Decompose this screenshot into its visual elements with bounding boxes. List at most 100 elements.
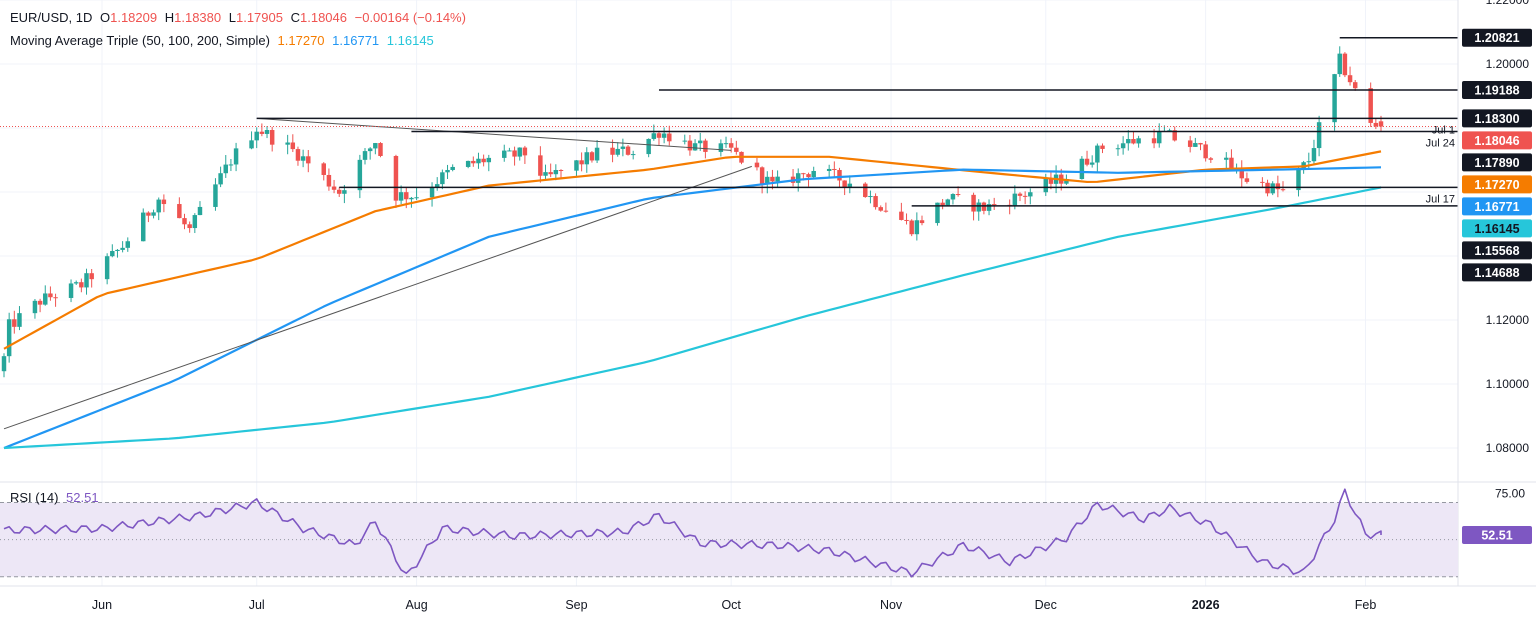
rsi-line [3, 488, 1382, 578]
candle-body [1301, 162, 1306, 169]
candle-body [955, 194, 961, 196]
candle-body [718, 143, 724, 152]
candle-body [1342, 53, 1348, 76]
candle-body [37, 300, 43, 305]
candle-body [1229, 157, 1234, 170]
price-badge [1462, 197, 1532, 216]
ma50-value: 1.17270 [277, 33, 325, 48]
candle-body [1157, 131, 1162, 144]
ma200-line [3, 186, 1382, 450]
price-badge [1462, 80, 1532, 99]
candle-body [290, 142, 296, 150]
candle-body [378, 143, 383, 156]
candle-body [899, 211, 904, 220]
ma100-line [3, 166, 1382, 450]
candle-body [723, 143, 729, 145]
candle-body [1017, 193, 1023, 196]
candle-body [306, 156, 311, 164]
candle-body [682, 140, 687, 142]
price-badge-label: 1.20821 [1474, 31, 1519, 45]
candle-body [177, 204, 182, 219]
candle-body [6, 319, 12, 357]
candle-body [1244, 178, 1250, 182]
ma200-value: 1.16145 [386, 33, 434, 48]
candle-body [728, 143, 734, 148]
candle-body [264, 130, 270, 134]
candle-body [826, 168, 832, 171]
candle-body [197, 206, 203, 216]
rsi-title[interactable]: RSI (14) [10, 490, 59, 505]
candle-body [471, 160, 476, 164]
rsi-legend: RSI (14) 52.51 [10, 490, 103, 505]
price-badge [1462, 263, 1532, 282]
candle-body [249, 140, 254, 149]
candle-body [1275, 183, 1281, 190]
candle-body [414, 197, 419, 199]
price-tick-label: 1.12000 [1486, 313, 1530, 327]
candle-body [1028, 192, 1033, 197]
level-tag: Jul 17 [1426, 193, 1455, 205]
candle-body [801, 173, 806, 175]
candle-body [1260, 181, 1265, 183]
candle-body [404, 192, 409, 200]
candle-body [161, 199, 167, 205]
candle-body [223, 164, 228, 174]
candle-body [151, 212, 156, 216]
rsi-badge-label: 52.51 [1481, 528, 1512, 542]
ma-title[interactable]: Moving Average Triple (50, 100, 200, Sim… [10, 33, 270, 48]
candle-body [259, 131, 265, 134]
candle-body [868, 196, 873, 198]
time-axis-label: Feb [1355, 598, 1377, 612]
candle-body [115, 249, 120, 252]
candle-body [873, 196, 878, 208]
candle-body [1172, 130, 1177, 141]
candle-body [507, 150, 512, 152]
price-badge-label: 1.14688 [1474, 266, 1519, 280]
candle-body [146, 212, 151, 216]
candle-body [89, 273, 94, 280]
candle-body [17, 313, 22, 327]
close-value: 1.18046 [300, 10, 347, 25]
candle-body [512, 150, 517, 157]
price-tick-label: 1.20000 [1486, 57, 1530, 71]
price-badge [1462, 219, 1532, 238]
candle-body [357, 159, 363, 191]
price-badge [1462, 153, 1532, 172]
candle-body [1378, 121, 1384, 127]
time-axis-label: 2026 [1192, 598, 1220, 612]
candle-body [883, 210, 889, 212]
candle-body [1126, 139, 1131, 144]
candle-body [945, 199, 951, 206]
symbol-label[interactable]: EUR/USD, 1D [10, 10, 93, 25]
candle-body [1316, 122, 1322, 149]
candle-body [84, 273, 89, 288]
candle-body [1120, 143, 1126, 149]
candle-body [1079, 158, 1085, 179]
candle-body [553, 170, 559, 175]
candle-body [646, 138, 651, 155]
candle-body [393, 155, 399, 201]
candle-body [48, 293, 53, 298]
candle-body [584, 152, 590, 165]
candle-body [1151, 138, 1157, 144]
candle-body [192, 215, 198, 229]
candle-body [625, 146, 631, 155]
candle-body [991, 204, 997, 206]
candle-body [759, 167, 765, 184]
candle-body [610, 147, 615, 155]
candle-body [919, 220, 925, 224]
close-label: C [290, 10, 300, 25]
low-value: 1.17905 [235, 10, 283, 25]
candle-body [1224, 157, 1229, 160]
candle-body [1306, 161, 1312, 163]
candle-body [32, 300, 38, 314]
candle-body [656, 133, 662, 138]
price-badge [1462, 175, 1532, 194]
candle-body [971, 194, 976, 212]
candle-body [156, 199, 161, 213]
price-badge [1462, 109, 1532, 128]
price-badge-label: 1.16771 [1474, 200, 1519, 214]
candle-body [125, 241, 131, 248]
price-tick-label: 1.10000 [1486, 377, 1530, 391]
